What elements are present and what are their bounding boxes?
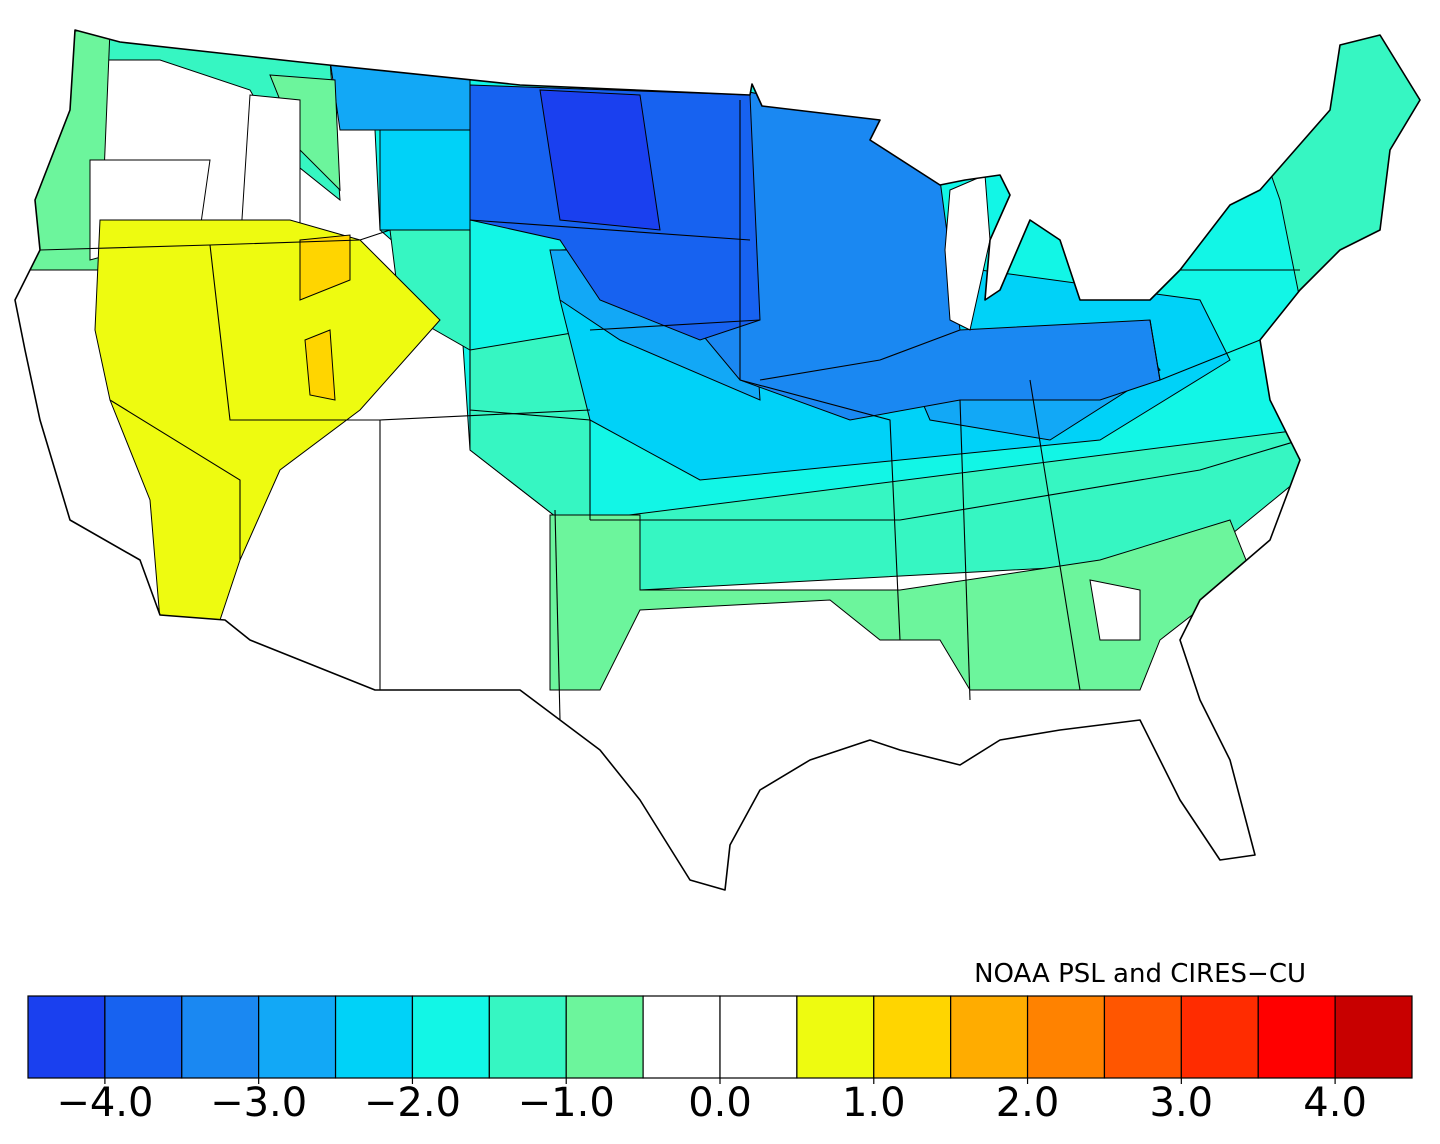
tick-label: 0.0 [688,1080,752,1126]
state-lines [39,100,1301,721]
region [299,234,351,301]
colorbar-box [565,995,644,1079]
credit: NOAA PSL and CIRES−CU [974,959,1306,989]
colorbar-box [796,995,875,1079]
region [549,514,1251,691]
colorbar-box [334,995,414,1079]
region [304,329,336,401]
colorbar [27,995,1413,1079]
region [689,89,1161,421]
colorbar-box [1180,995,1259,1079]
region [1089,579,1141,641]
colorbar-box [1334,995,1413,1079]
tick-label: −1.0 [518,1080,615,1126]
colorbar-ticks: −4.0 −3.0 −2.0 −1.0 0.0 1.0 2.0 3.0 4.0 [56,1078,1367,1126]
colorbar-box [104,995,183,1079]
colorbar-box [719,995,798,1079]
tick-label: 3.0 [1150,1080,1214,1126]
colorbar-box [27,995,106,1079]
tick-label: −4.0 [56,1080,153,1126]
colorbar-box [181,995,260,1079]
colorbar-box [488,995,567,1079]
colorbar-box [1103,995,1182,1079]
region [329,59,471,131]
tick-label: 1.0 [842,1080,906,1126]
colorbar-box [950,995,1029,1079]
colorbar-box [258,995,337,1079]
division-map [15,30,1420,721]
colorbar-box [411,995,490,1079]
colorbar-box [1026,995,1106,1079]
colorbar-box [873,995,952,1079]
tick-label: 4.0 [1303,1080,1367,1126]
tick-label: −2.0 [364,1080,461,1126]
region [539,89,661,231]
colorbar-box [1257,995,1336,1079]
tick-label: 2.0 [996,1080,1060,1126]
tick-label: −3.0 [210,1080,307,1126]
colorbar-box [642,995,721,1079]
